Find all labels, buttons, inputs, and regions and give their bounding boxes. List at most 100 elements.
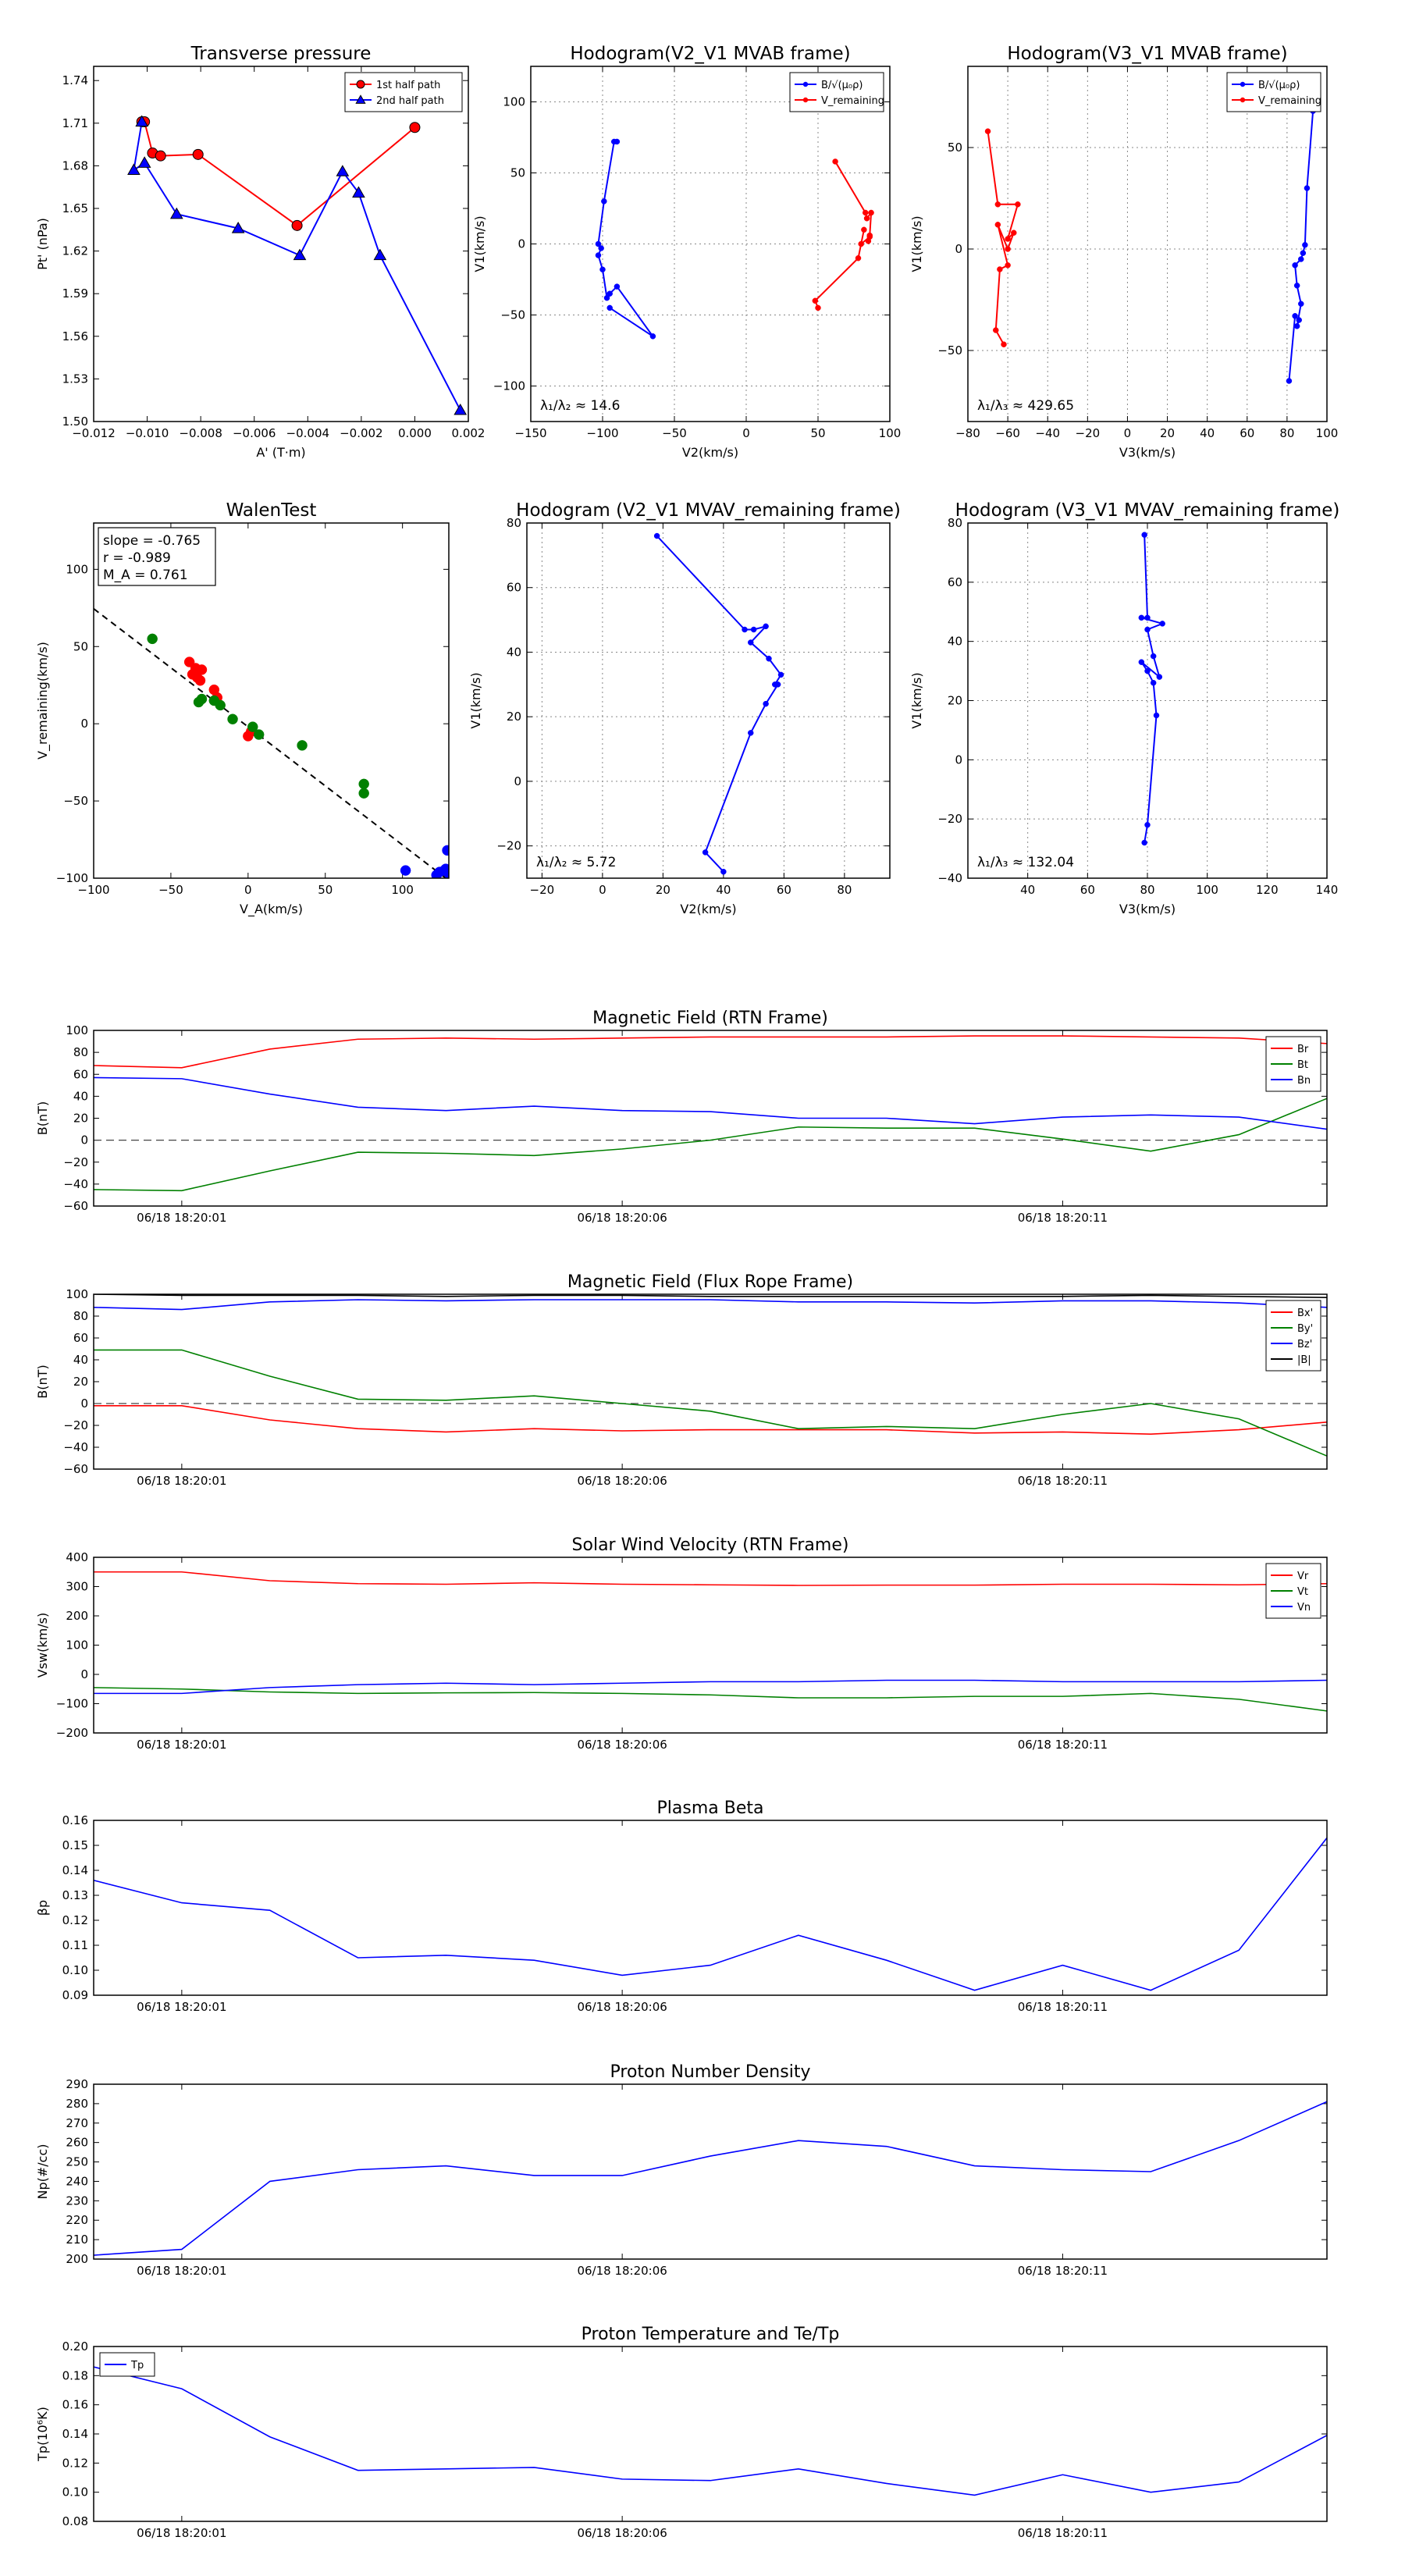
data-point bbox=[1005, 246, 1011, 252]
series-line-4 bbox=[94, 1294, 1327, 1298]
x-axis-label: V2(km/s) bbox=[680, 902, 736, 916]
data-point bbox=[1292, 262, 1298, 269]
legend-label: Br bbox=[1297, 1044, 1309, 1055]
data-point bbox=[1011, 229, 1017, 236]
x-tick-label: 120 bbox=[1256, 883, 1279, 897]
data-point bbox=[994, 222, 1001, 228]
legend-box bbox=[344, 72, 463, 112]
y-tick-label: 100 bbox=[503, 95, 525, 109]
x-tick-label: 0.000 bbox=[398, 426, 432, 440]
legend: B/√(μ₀ρ) V_remaining bbox=[789, 72, 884, 112]
data-point bbox=[1156, 674, 1163, 680]
data-point bbox=[653, 532, 660, 539]
data-point bbox=[291, 219, 303, 231]
x-tick-label: 20 bbox=[1160, 426, 1175, 440]
legend-label: 1st half path bbox=[376, 80, 440, 91]
data-point bbox=[603, 294, 610, 301]
x-tick-label: 0 bbox=[244, 883, 252, 897]
y-tick-label: 80 bbox=[507, 516, 521, 530]
data-point bbox=[1296, 317, 1302, 323]
plot-area bbox=[94, 2101, 1327, 2256]
y-tick-label: 40 bbox=[948, 635, 962, 649]
y-tick-label: 0.11 bbox=[62, 1938, 88, 1952]
y-tick-label: −60 bbox=[63, 1462, 88, 1476]
data-point bbox=[863, 215, 870, 222]
series-line-1 bbox=[94, 1837, 1327, 1991]
y-tick-label: 0.14 bbox=[62, 2427, 88, 2441]
y-tick-label: 200 bbox=[66, 2252, 88, 2266]
y-axis-label: B(nT) bbox=[35, 1101, 50, 1135]
y-tick-label: 270 bbox=[66, 2116, 88, 2130]
data-point bbox=[192, 148, 204, 160]
x-axis-label: V2(km/s) bbox=[682, 445, 738, 460]
legend-label: By' bbox=[1297, 1323, 1313, 1335]
data-point bbox=[135, 115, 149, 127]
data-point bbox=[293, 248, 307, 261]
x-tick-label: −20 bbox=[530, 883, 555, 897]
data-point bbox=[606, 290, 613, 297]
legend-marker bbox=[802, 81, 809, 87]
x-tick-label: 06/18 18:20:06 bbox=[577, 1738, 667, 1752]
chart-title: Proton Temperature and Te/Tp bbox=[582, 2325, 840, 2344]
plot-frame bbox=[530, 66, 891, 422]
y-axis-label: Tp(10⁶K) bbox=[35, 2407, 50, 2462]
y-tick-label: −20 bbox=[63, 1155, 88, 1169]
series-line-1 bbox=[94, 2366, 1327, 2496]
x-axis-label: V_A(km/s) bbox=[240, 902, 303, 917]
x-tick-label: −80 bbox=[955, 426, 980, 440]
legend-label: Vr bbox=[1297, 1571, 1309, 1582]
y-tick-label: 200 bbox=[66, 1609, 88, 1623]
data-point bbox=[1150, 653, 1157, 660]
chart-ts1: 06/18 18:20:01 06/18 18:20:06 06/18 18:20:… bbox=[35, 1009, 1328, 1225]
data-point bbox=[815, 304, 821, 311]
y-tick-label: 0.16 bbox=[62, 2398, 88, 2412]
data-point bbox=[1005, 262, 1011, 269]
data-point bbox=[443, 868, 449, 878]
data-point bbox=[1298, 301, 1304, 307]
y-tick-label: 60 bbox=[73, 1331, 88, 1345]
y-tick-label: −20 bbox=[496, 839, 521, 853]
x-tick-label: −0.006 bbox=[233, 426, 276, 440]
plot-frame bbox=[93, 1293, 1328, 1470]
x-tick-label: 140 bbox=[1316, 883, 1339, 897]
y-tick-label: 100 bbox=[66, 562, 88, 576]
x-tick-label: −0.004 bbox=[286, 426, 330, 440]
y-tick-label: 20 bbox=[73, 1112, 88, 1126]
series-line-2 bbox=[94, 1687, 1327, 1712]
series-line-1 bbox=[94, 1571, 1327, 1586]
plot-frame bbox=[967, 522, 1328, 879]
x-tick-label: 40 bbox=[1020, 883, 1035, 897]
data-point bbox=[598, 245, 604, 251]
series-line-2 bbox=[94, 1098, 1327, 1192]
y-tick-label: 230 bbox=[66, 2194, 88, 2208]
legend-label: Vn bbox=[1297, 1602, 1311, 1614]
y-tick-label: 1.50 bbox=[62, 415, 88, 429]
y-tick-label: 1.65 bbox=[62, 201, 88, 215]
y-tick-label: 1.71 bbox=[62, 116, 88, 130]
legend-marker bbox=[356, 80, 365, 89]
data-point bbox=[649, 333, 656, 340]
y-axis-label: βp bbox=[35, 1900, 50, 1916]
data-point bbox=[352, 186, 365, 198]
data-point bbox=[169, 207, 183, 219]
x-tick-label: 20 bbox=[656, 883, 670, 897]
y-axis-label: V_remaining(km/s) bbox=[35, 642, 51, 760]
plot-frame bbox=[526, 522, 891, 879]
chart-tp: −0.012 −0.010 −0.008 −0.006 −0.004 −0.002 0.00… bbox=[35, 44, 485, 460]
y-tick-label: 0 bbox=[514, 774, 521, 788]
series-line-2 bbox=[987, 131, 1019, 345]
legend-marker bbox=[1240, 97, 1246, 103]
y-tick-label: 0 bbox=[955, 242, 962, 256]
plot-area bbox=[984, 108, 1316, 384]
legend: Br Bt Bn bbox=[1265, 1036, 1321, 1092]
y-tick-label: 40 bbox=[73, 1353, 88, 1367]
y-tick-label: 100 bbox=[66, 1638, 88, 1653]
data-point bbox=[247, 721, 258, 732]
legend-marker bbox=[1240, 81, 1246, 87]
chart-ts5: 06/18 18:20:01 06/18 18:20:06 06/18 18:20:… bbox=[35, 2062, 1328, 2278]
series-line-1 bbox=[597, 141, 654, 337]
x-tick-label: 06/18 18:20:06 bbox=[577, 1211, 667, 1225]
data-point bbox=[1286, 378, 1293, 384]
chart-title: Transverse pressure bbox=[190, 44, 372, 64]
